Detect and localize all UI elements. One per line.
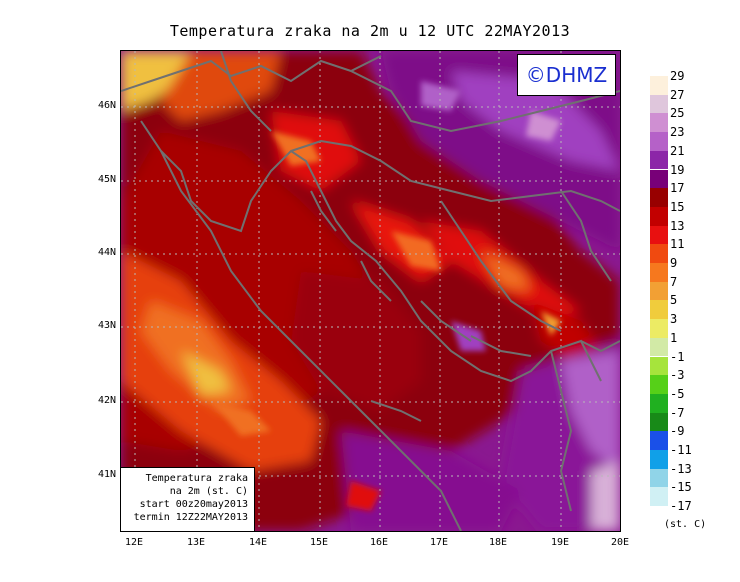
- lat-label-45n: 45N: [97, 174, 116, 185]
- legend-label: -7: [670, 405, 685, 420]
- legend-swatch: [650, 337, 668, 357]
- legend-label: 23: [670, 125, 685, 140]
- legend-label: -15: [670, 480, 692, 495]
- legend-label: -17: [670, 499, 692, 514]
- legend-swatch: [650, 319, 668, 338]
- legend-label: 9: [670, 256, 678, 270]
- legend-label: -1: [670, 349, 685, 364]
- legend-label: 27: [670, 87, 685, 102]
- lon-label-13e: 13E: [186, 537, 206, 548]
- lon-label-16e: 16E: [369, 537, 389, 548]
- legend-swatch: [650, 225, 668, 245]
- legend-label: -13: [670, 461, 692, 476]
- legend-swatch: [650, 487, 668, 507]
- legend-label: -3: [670, 368, 685, 383]
- legend-swatch: [650, 412, 668, 432]
- legend-swatch: [650, 431, 668, 450]
- legend-swatch: [650, 450, 668, 469]
- legend-label: 7: [670, 274, 678, 289]
- legend-swatch: [650, 300, 668, 320]
- lon-label-17e: 17E: [429, 537, 449, 548]
- legend-swatch: [650, 244, 668, 263]
- lon-label-19e: 19E: [550, 537, 570, 548]
- legend-label: 15: [670, 199, 685, 214]
- lat-label-41n: 41N: [97, 469, 116, 480]
- legend-unit: (st. C): [664, 519, 707, 530]
- temperature-map: ©DHMZ Temperatura zraka na 2m (st. C) st…: [120, 50, 621, 532]
- info-line-1: Temperatura zraka: [145, 473, 248, 484]
- legend-label: 13: [670, 218, 685, 233]
- lat-label-42n: 42N: [97, 395, 116, 406]
- legend-label: 19: [670, 162, 685, 177]
- legend-swatch: [650, 169, 668, 189]
- lon-label-20e: 20E: [610, 537, 630, 548]
- legend-swatch: [650, 393, 668, 413]
- legend-label: 25: [670, 106, 685, 121]
- legend-label: 5: [670, 293, 678, 308]
- lon-label-14e: 14E: [248, 537, 268, 548]
- legend-label: -5: [670, 386, 685, 401]
- coastlines: [121, 51, 620, 531]
- lon-label-18e: 18E: [488, 537, 508, 548]
- info-line-2: na 2m (st. C): [169, 486, 248, 497]
- legend-swatch: [650, 356, 668, 376]
- legend-swatch: [650, 150, 668, 170]
- legend-swatch: [650, 206, 668, 226]
- lat-label-44n: 44N: [97, 247, 116, 258]
- legend-swatch: [650, 281, 668, 301]
- legend-label: 17: [670, 181, 685, 196]
- temperature-detail: [211, 81, 561, 511]
- lon-label-12e: 12E: [124, 537, 144, 548]
- legend-swatch: [650, 468, 668, 488]
- legend-swatch: [650, 76, 668, 95]
- legend-swatch: [650, 132, 668, 151]
- legend-label: 3: [670, 312, 678, 327]
- legend-label: -9: [670, 424, 685, 439]
- legend-label: 11: [670, 237, 685, 252]
- legend-swatch: [650, 263, 668, 282]
- legend-label: 29: [670, 69, 685, 83]
- lon-label-15e: 15E: [309, 537, 329, 548]
- legend-swatch: [650, 94, 668, 114]
- info-line-4: termin 12Z22MAY2013: [133, 512, 248, 523]
- legend-swatch: [650, 113, 668, 133]
- legend-swatch: [650, 188, 668, 207]
- info-line-3: start 00z20may2013: [139, 499, 248, 510]
- legend-label: -11: [670, 443, 692, 457]
- dhmz-credit: ©DHMZ: [517, 54, 616, 96]
- map-field: [121, 51, 620, 531]
- info-box: Temperatura zraka na 2m (st. C) start 00…: [121, 467, 255, 531]
- chart-title: Temperatura zraka na 2m u 12 UTC 22MAY20…: [169, 22, 571, 40]
- lat-label-43n: 43N: [97, 320, 116, 331]
- legend-label: 1: [670, 330, 678, 345]
- legend-label: 21: [670, 143, 685, 158]
- legend-swatch: [650, 375, 668, 394]
- lat-label-46n: 46N: [97, 100, 116, 111]
